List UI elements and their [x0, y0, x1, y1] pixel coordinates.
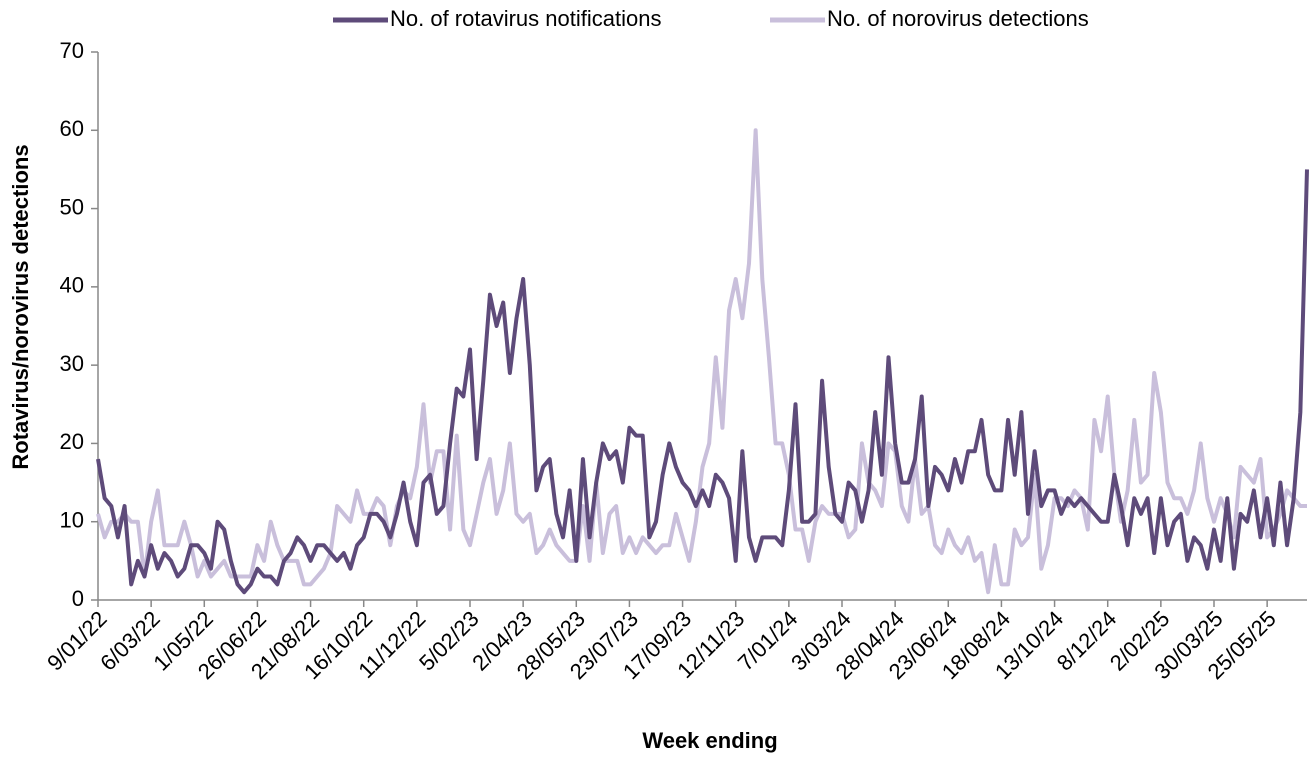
legend-label: No. of norovirus detections: [827, 6, 1089, 31]
series-line: [96, 128, 1307, 595]
y-tick-label: 70: [60, 38, 84, 63]
y-tick-label: 30: [60, 351, 84, 376]
y-tick-label: 20: [60, 429, 84, 454]
y-tick-label: 60: [60, 116, 84, 141]
y-tick-label: 10: [60, 508, 84, 533]
series-line: [96, 169, 1309, 595]
x-axis-title: Week ending: [642, 728, 777, 753]
legend-label: No. of rotavirus notifications: [390, 6, 661, 31]
y-axis-title: Rotavirus/norovirus detections: [8, 144, 33, 469]
y-tick-label: 40: [60, 273, 84, 298]
y-tick-label: 50: [60, 194, 84, 219]
y-tick-label: 0: [72, 586, 84, 611]
